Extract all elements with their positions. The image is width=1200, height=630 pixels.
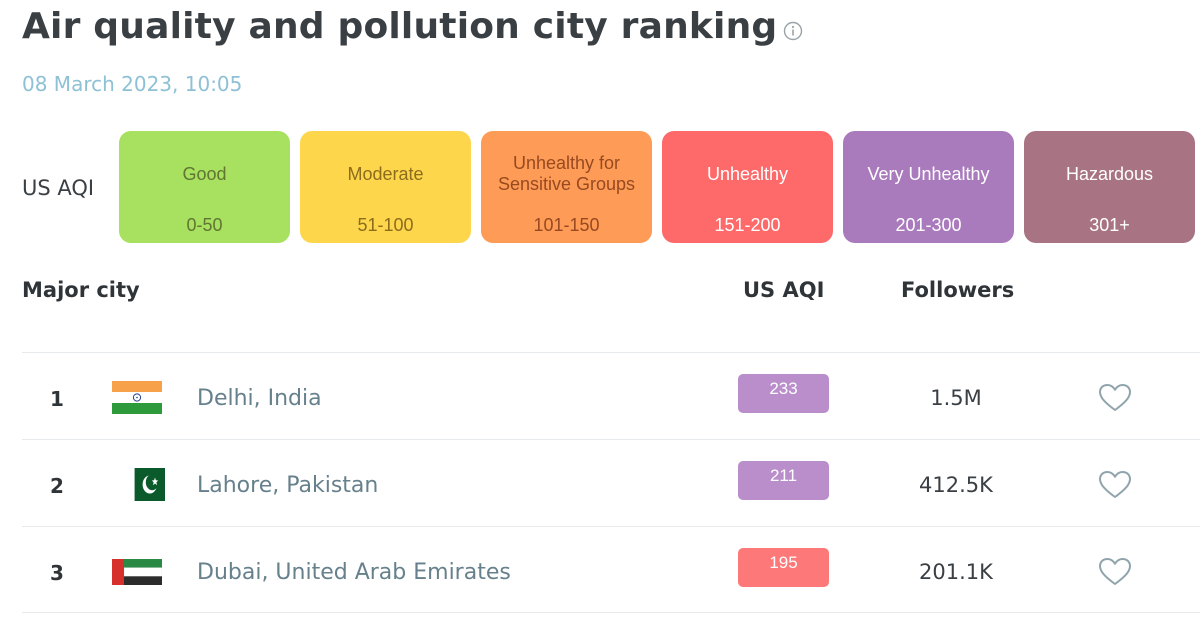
india-flag-icon [112,381,162,414]
ranking-table: 1 Delhi, India 233 1.5M 2 Lahore, Pakist… [22,352,1200,613]
heart-icon[interactable] [1098,383,1132,413]
city-link[interactable]: Dubai, United Arab Emirates [197,560,511,585]
table-header: Major city US AQI Followers [0,278,1200,308]
pakistan-flag-icon [125,468,165,501]
aqi-scale-label: US AQI [22,176,95,200]
legend-level-range: 201-300 [895,215,962,235]
followers-count: 1.5M [930,386,982,410]
legend-good: Good 0-50 [119,131,290,243]
legend-level-range: 0-50 [186,215,223,235]
legend-level-name: Hazardous [1065,163,1154,184]
followers-count: 412.5K [919,473,993,497]
heart-icon[interactable] [1098,470,1132,500]
legend-unhealthy-sensitive: Unhealthy for Sensitive Groups 101-150 [481,131,652,243]
uae-flag-icon [112,559,162,585]
city-link[interactable]: Lahore, Pakistan [197,473,379,498]
legend-level-name: Good [182,163,227,184]
table-row[interactable]: 2 Lahore, Pakistan 211 412.5K [22,439,1200,526]
heart-icon[interactable] [1098,557,1132,587]
aqi-badge: 211 [738,461,829,500]
column-header-aqi[interactable]: US AQI [743,278,825,302]
legend-hazardous: Hazardous 301+ [1024,131,1195,243]
legend-very-unhealthy: Very Unhealthy 201-300 [843,131,1014,243]
table-row[interactable]: 3 Dubai, United Arab Emirates 195 201.1K [22,526,1200,613]
legend-level-name: Unhealthy [706,163,789,184]
legend-level-range: 151-200 [714,215,781,235]
table-row[interactable]: 1 Delhi, India 233 1.5M [22,352,1200,439]
legend-level-range: 301+ [1089,215,1130,235]
aqi-badge: 195 [738,548,829,587]
aqi-legend: Good 0-50 Moderate 51-100 Unhealthy for … [119,131,1195,243]
rank-number: 3 [50,561,64,585]
legend-level-name: Moderate [347,163,424,184]
column-header-followers[interactable]: Followers [901,278,1015,302]
column-header-city[interactable]: Major city [22,278,140,302]
legend-level-range: 51-100 [357,215,414,235]
legend-unhealthy: Unhealthy 151-200 [662,131,833,243]
city-link[interactable]: Delhi, India [197,386,322,411]
info-icon[interactable] [783,21,803,41]
timestamp: 08 March 2023, 10:05 [22,72,243,96]
legend-level-range: 101-150 [533,215,600,235]
title-row: Air quality and pollution city ranking [22,6,803,47]
followers-count: 201.1K [919,560,993,584]
legend-level-name: Unhealthy for Sensitive Groups [497,153,636,194]
aqi-badge: 233 [738,374,829,413]
legend-level-name: Very Unhealthy [867,163,990,184]
rank-number: 1 [50,387,64,411]
rank-number: 2 [50,474,64,498]
legend-moderate: Moderate 51-100 [300,131,471,243]
page-title: Air quality and pollution city ranking [22,6,778,47]
